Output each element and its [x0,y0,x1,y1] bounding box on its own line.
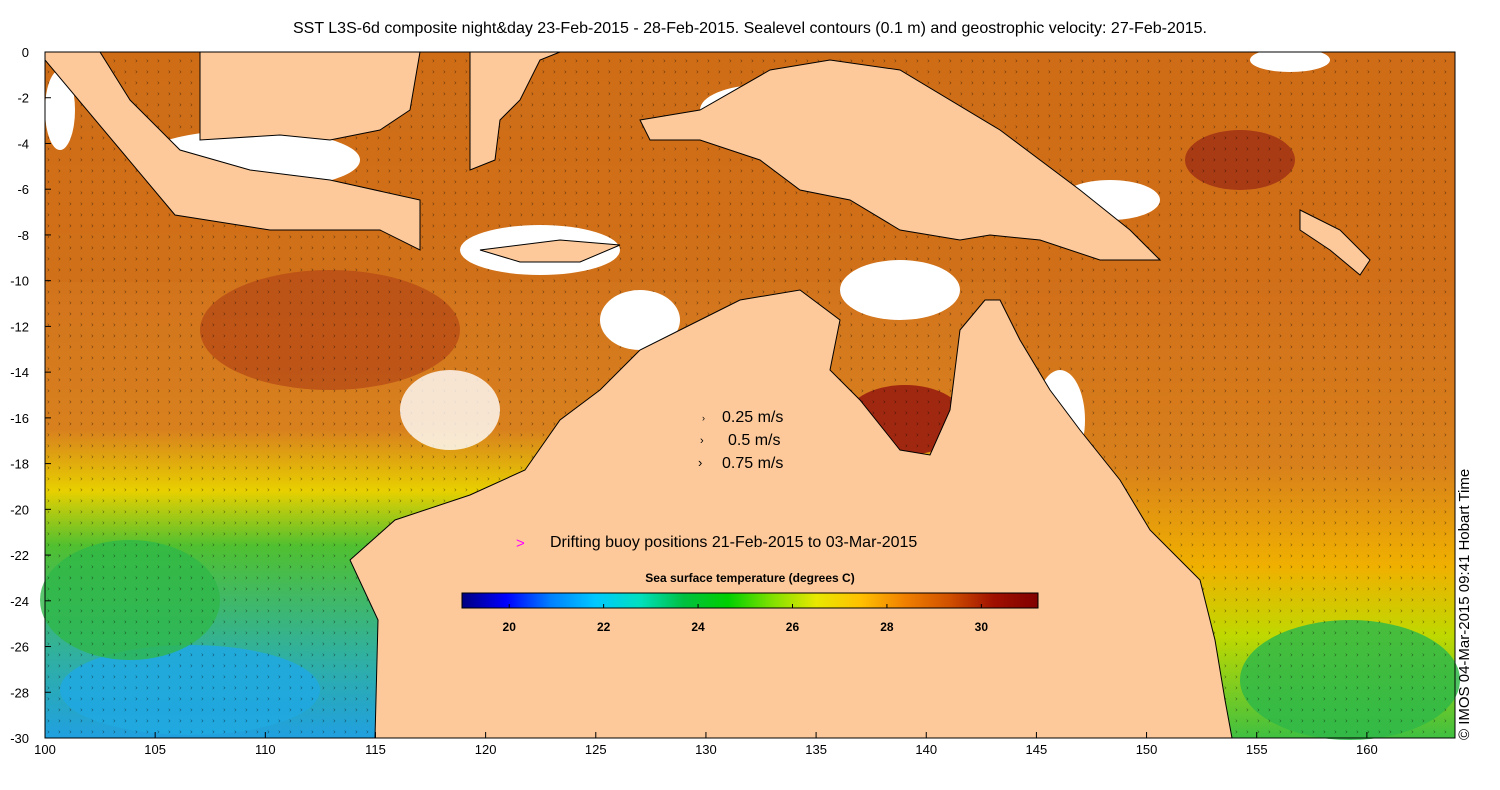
lon-tick-label: 100 [34,742,56,757]
lat-tick-label: -8 [17,228,29,243]
lat-tick-label: -14 [10,365,29,380]
colorbar-ticks: 20 22 24 26 28 30 [503,604,989,634]
lon-tick-label: 115 [365,742,386,757]
land-solomon [1299,209,1371,276]
lat-tick-label: -24 [10,594,29,609]
lon-tick-label: 140 [915,742,937,757]
lat-tick-label: -12 [10,319,29,334]
lat-tick-label: -16 [10,411,29,426]
lat-tick-label: -2 [17,91,29,106]
colorbar-tick-label: 22 [597,620,611,634]
lon-tick-label: 150 [1136,742,1158,757]
lat-tick-label: -4 [17,136,29,151]
colorbar-gradient [461,592,1039,609]
lon-tick-label: 130 [695,742,717,757]
plot-frame [44,51,1456,739]
lat-tick-label: -22 [10,548,29,563]
lat-tick-label: -18 [10,457,29,472]
colorbar-tick-label: 26 [786,620,800,634]
lon-tick-label: 135 [805,742,827,757]
lon-tick-label: 105 [144,742,166,757]
colorbar-title: Sea surface temperature (degrees C) [645,571,854,585]
velocity-legend-glyph-3: › [698,455,702,470]
buoy-legend-symbol: > [516,535,525,552]
land-sulawesi [469,51,561,171]
buoy-legend-label: Drifting buoy positions 21-Feb-2015 to 0… [550,534,917,551]
velocity-legend-label-2: 0.5 m/s [728,432,780,449]
map-plot-area [40,48,1460,740]
lat-tick-label: -20 [10,502,29,517]
colorbar-tick-label: 30 [975,620,989,634]
land-new-guinea [639,59,1162,261]
lon-tick-label: 155 [1246,742,1268,757]
lat-tick-label: -26 [10,640,29,655]
colorbar-tick-label: 28 [880,620,894,634]
lat-tick-label: -6 [17,182,29,197]
land-australia [349,289,1233,739]
lon-tick-label: 110 [255,742,276,757]
lon-tick-label: 125 [585,742,607,757]
velocity-legend-glyph-1: › [702,413,705,423]
latitude-axis: 0 -2 -4 -6 -8 -10 -12 -14 -16 -18 -20 -22 -24 -26 -28 -… [10,45,51,746]
velocity-legend-glyph-2: › [700,435,704,447]
land-timor [479,239,621,263]
credit-text: © IMOS 04-Mar-2015 09:41 Hobart Time [1456,468,1473,740]
land-borneo [199,51,421,141]
land-masses [44,51,1371,739]
velocity-legend: › 0.25 m/s › 0.5 m/s › 0.75 m/s [698,409,783,472]
buoy-legend: > Drifting buoy positions 21-Feb-2015 to… [516,534,917,552]
lon-tick-label: 120 [475,742,497,757]
velocity-legend-label-3: 0.75 m/s [722,455,783,472]
lon-tick-label: 160 [1356,742,1378,757]
lat-tick-label: -28 [10,685,29,700]
map-title: SST L3S-6d composite night&day 23-Feb-20… [293,20,1207,37]
lat-tick-label: 0 [22,45,29,60]
velocity-legend-label-1: 0.25 m/s [722,409,783,426]
colorbar-tick-label: 24 [691,620,705,634]
lat-tick-label: -30 [10,731,29,746]
land-sumatra-java [44,51,421,251]
lat-tick-label: -10 [10,274,29,289]
lon-tick-label: 145 [1026,742,1048,757]
longitude-axis: 100 105 110 115 120 125 130 135 140 145 150 155 160 [34,732,1378,757]
colorbar-tick-label: 20 [503,620,517,634]
colorbar: Sea surface temperature (degrees C) 20 22… [461,571,1039,634]
